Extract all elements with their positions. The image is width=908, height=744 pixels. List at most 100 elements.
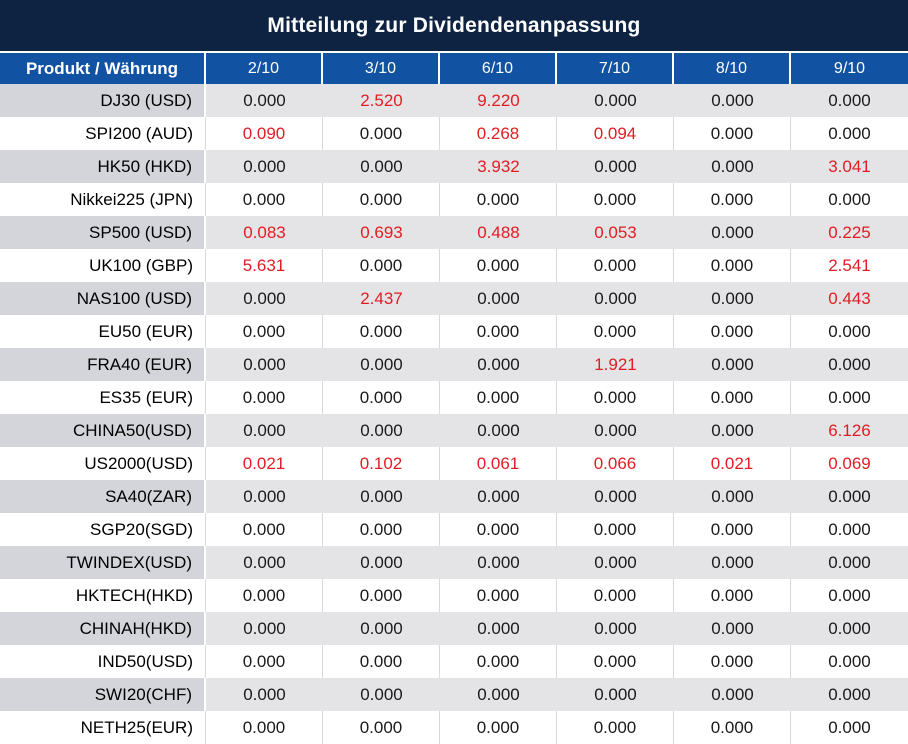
table-row: SWI20(CHF) 0.000 0.000 0.000 0.000 0.000… [0,678,908,711]
value-cell: 3.041 [791,150,908,183]
value-cell: 0.000 [674,216,791,249]
value-cell: 3.932 [440,150,557,183]
product-cell: HK50 (HKD) [0,150,206,183]
value-cell: 0.000 [323,315,440,348]
value-cell: 0.000 [557,150,674,183]
product-cell: TWINDEX(USD) [0,546,206,579]
value-cell: 0.069 [791,447,908,480]
value-cell: 0.693 [323,216,440,249]
value-cell: 0.000 [791,579,908,612]
value-cell: 0.000 [206,678,323,711]
product-cell: SPI200 (AUD) [0,117,206,150]
value-cell: 2.437 [323,282,440,315]
value-cell: 0.000 [206,150,323,183]
table-row: IND50(USD) 0.000 0.000 0.000 0.000 0.000… [0,645,908,678]
table-row: NETH25(EUR) 0.000 0.000 0.000 0.000 0.00… [0,711,908,744]
value-cell: 0.000 [206,183,323,216]
value-cell: 0.000 [323,645,440,678]
value-cell: 0.000 [323,414,440,447]
value-cell: 0.000 [557,678,674,711]
value-cell: 0.053 [557,216,674,249]
value-cell: 0.000 [557,84,674,117]
product-cell: CHINA50(USD) [0,414,206,447]
table-row: CHINA50(USD) 0.000 0.000 0.000 0.000 0.0… [0,414,908,447]
value-cell: 0.000 [674,282,791,315]
table-row: US2000(USD) 0.021 0.102 0.061 0.066 0.02… [0,447,908,480]
value-cell: 0.000 [206,381,323,414]
value-cell: 0.000 [440,381,557,414]
value-cell: 0.094 [557,117,674,150]
table-row: CHINAH(HKD) 0.000 0.000 0.000 0.000 0.00… [0,612,908,645]
value-cell: 0.000 [791,645,908,678]
value-cell: 9.220 [440,84,557,117]
product-cell: Nikkei225 (JPN) [0,183,206,216]
value-cell: 2.541 [791,249,908,282]
column-header-date-3: 6/10 [440,53,557,84]
value-cell: 0.000 [791,348,908,381]
dividend-table: Produkt / Währung 2/10 3/10 6/10 7/10 8/… [0,53,908,744]
value-cell: 0.000 [674,546,791,579]
product-cell: HKTECH(HKD) [0,579,206,612]
product-cell: IND50(USD) [0,645,206,678]
table-row: ES35 (EUR) 0.000 0.000 0.000 0.000 0.000… [0,381,908,414]
table-row: Nikkei225 (JPN) 0.000 0.000 0.000 0.000 … [0,183,908,216]
page-title: Mitteilung zur Dividendenanpassung [267,13,641,37]
value-cell: 0.000 [557,414,674,447]
value-cell: 6.126 [791,414,908,447]
value-cell: 0.000 [791,546,908,579]
value-cell: 0.000 [206,480,323,513]
value-cell: 0.000 [791,183,908,216]
value-cell: 0.000 [206,315,323,348]
table-row: FRA40 (EUR) 0.000 0.000 0.000 1.921 0.00… [0,348,908,381]
value-cell: 0.000 [674,612,791,645]
table-row: DJ30 (USD) 0.000 2.520 9.220 0.000 0.000… [0,84,908,117]
column-header-product: Produkt / Währung [0,53,206,84]
table-row: SA40(ZAR) 0.000 0.000 0.000 0.000 0.000 … [0,480,908,513]
value-cell: 0.000 [791,117,908,150]
value-cell: 0.000 [557,711,674,744]
value-cell: 0.000 [674,513,791,546]
value-cell: 0.000 [557,546,674,579]
product-cell: ES35 (EUR) [0,381,206,414]
column-header-date-1: 2/10 [206,53,323,84]
product-cell: FRA40 (EUR) [0,348,206,381]
table-row: SGP20(SGD) 0.000 0.000 0.000 0.000 0.000… [0,513,908,546]
product-cell: SGP20(SGD) [0,513,206,546]
value-cell: 0.000 [791,513,908,546]
value-cell: 0.000 [323,579,440,612]
value-cell: 0.000 [674,678,791,711]
value-cell: 0.000 [674,480,791,513]
value-cell: 0.102 [323,447,440,480]
value-cell: 1.921 [557,348,674,381]
value-cell: 0.000 [674,183,791,216]
product-cell: SWI20(CHF) [0,678,206,711]
value-cell: 0.000 [323,348,440,381]
value-cell: 0.000 [440,282,557,315]
value-cell: 0.000 [323,117,440,150]
product-cell: UK100 (GBP) [0,249,206,282]
value-cell: 0.000 [440,612,557,645]
value-cell: 0.000 [206,546,323,579]
value-cell: 0.000 [440,414,557,447]
value-cell: 0.000 [674,249,791,282]
title-divider [0,51,908,53]
product-cell: DJ30 (USD) [0,84,206,117]
value-cell: 0.000 [206,645,323,678]
value-cell: 0.268 [440,117,557,150]
value-cell: 0.000 [440,711,557,744]
value-cell: 0.000 [557,249,674,282]
value-cell: 0.225 [791,216,908,249]
value-cell: 0.000 [323,513,440,546]
table-row: SPI200 (AUD) 0.090 0.000 0.268 0.094 0.0… [0,117,908,150]
value-cell: 0.000 [206,348,323,381]
value-cell: 0.000 [323,546,440,579]
value-cell: 0.000 [323,150,440,183]
value-cell: 0.000 [674,579,791,612]
value-cell: 0.000 [206,579,323,612]
value-cell: 0.000 [791,480,908,513]
product-cell: CHINAH(HKD) [0,612,206,645]
value-cell: 0.000 [674,117,791,150]
value-cell: 0.000 [323,480,440,513]
value-cell: 0.000 [440,249,557,282]
table-row: SP500 (USD) 0.083 0.693 0.488 0.053 0.00… [0,216,908,249]
